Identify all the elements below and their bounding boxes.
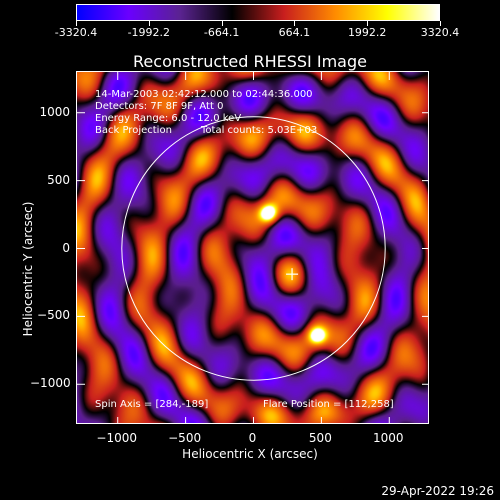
y-tick-label: −500 xyxy=(37,308,70,323)
y-tick-label: −1000 xyxy=(30,376,71,391)
x-axis-label: Heliocentric X (arcsec) xyxy=(182,447,318,461)
x-tick-label: −500 xyxy=(168,431,202,445)
colorbar-tick-label: -1992.2 xyxy=(127,26,171,39)
flare-position-label: Flare Position = [112,258] xyxy=(263,399,394,410)
colorbar-tick xyxy=(221,21,223,26)
colorbar-tick-label: -664.1 xyxy=(203,26,240,39)
rhessi-image-plot: 14-Mar-2003 02:42:12.000 to 02:44:36.000… xyxy=(76,71,429,424)
colorbar-tick-label: -3320.4 xyxy=(54,26,98,39)
colorbar-tick-label: 1992.2 xyxy=(347,26,387,39)
x-tick-label: 500 xyxy=(308,431,332,445)
spin-axis-label: Spin Axis = [284,-189] xyxy=(95,399,209,410)
colorbar xyxy=(76,4,440,21)
total-counts: Total counts: 5.03E+03 xyxy=(201,125,318,136)
x-tick-label: 0 xyxy=(248,431,257,445)
y-tick-label: 500 xyxy=(47,172,70,187)
solar-limb-circle xyxy=(121,116,386,381)
energy-range: Energy Range: 6.0 - 12.0 keV xyxy=(95,113,242,124)
colorbar-tick xyxy=(76,21,77,26)
y-axis-label: Heliocentric Y (arcsec) xyxy=(21,201,35,337)
timestamp: 29-Apr-2022 19:26 xyxy=(381,484,494,498)
y-tick-label: 1000 xyxy=(39,104,70,119)
colorbar-tick-label: 3320.4 xyxy=(420,26,460,39)
colorbar-tick-label: 664.1 xyxy=(278,26,311,39)
colorbar-tick xyxy=(440,21,441,26)
x-tick-label: −1000 xyxy=(96,431,138,445)
y-tick-label: 0 xyxy=(62,240,70,255)
time-range: 14-Mar-2003 02:42:12.000 to 02:44:36.000 xyxy=(95,89,313,100)
detectors: Detectors: 7F 8F 9F, Att 0 xyxy=(95,101,224,112)
x-tick-label: 1000 xyxy=(372,431,404,445)
colorbar-tick xyxy=(294,21,296,26)
chart-title: Reconstructed RHESSI Image xyxy=(133,52,367,71)
heatmap-canvas xyxy=(77,72,428,423)
method-label: Back Projection xyxy=(95,125,172,136)
overlay xyxy=(77,72,428,423)
colorbar-tick xyxy=(148,21,150,26)
colorbar-tick xyxy=(367,21,369,26)
